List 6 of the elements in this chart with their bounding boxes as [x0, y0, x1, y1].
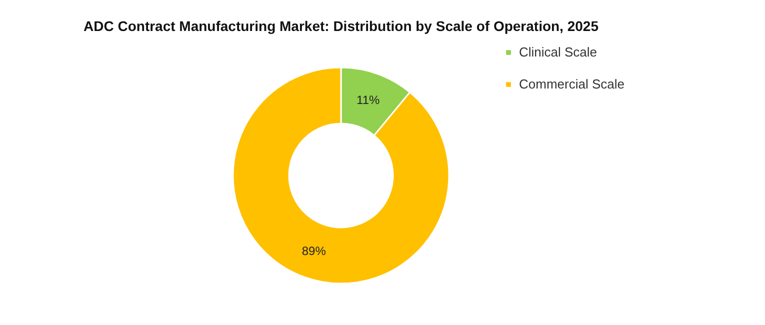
data-label: 11% [356, 93, 380, 108]
donut-slice [232, 66, 450, 284]
legend-label: Commercial Scale [519, 76, 624, 92]
chart-title: ADC Contract Manufacturing Market: Distribution by Scale of Operation, 2025 [84, 18, 599, 34]
legend-label: Clinical Scale [519, 44, 598, 60]
data-label: 89% [302, 244, 326, 258]
